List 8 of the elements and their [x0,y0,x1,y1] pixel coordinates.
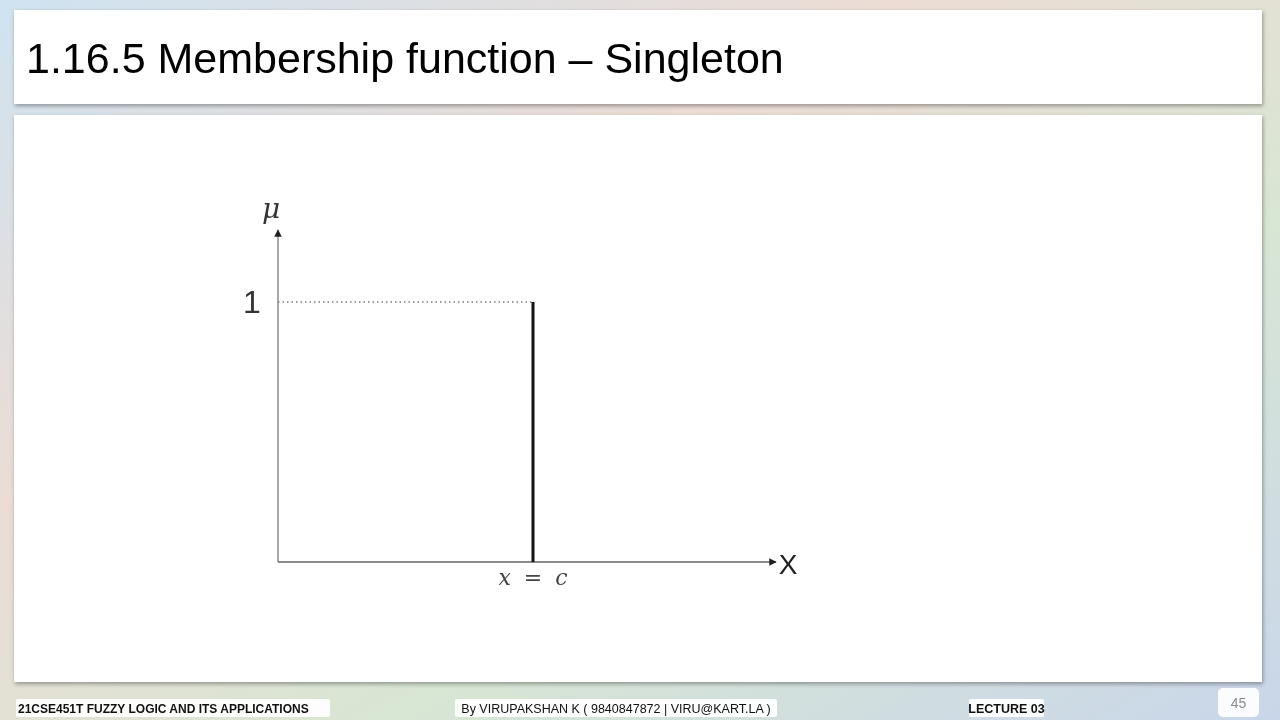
ref-line-label: 1 [243,284,261,320]
chart-title: 1.16.5 Membership function – Singleton [26,34,784,82]
text: μ [261,192,281,225]
text: X [778,549,798,580]
x-tick-label: x = c [498,565,568,590]
text: 45 [1230,695,1247,711]
text: 21CSE451T FUZZY LOGIC AND ITS APPLICATIONS [18,701,309,716]
text: By VIRUPAKSHAN K ( 9840847872 | VIRU@KART.LA ) [461,701,771,716]
